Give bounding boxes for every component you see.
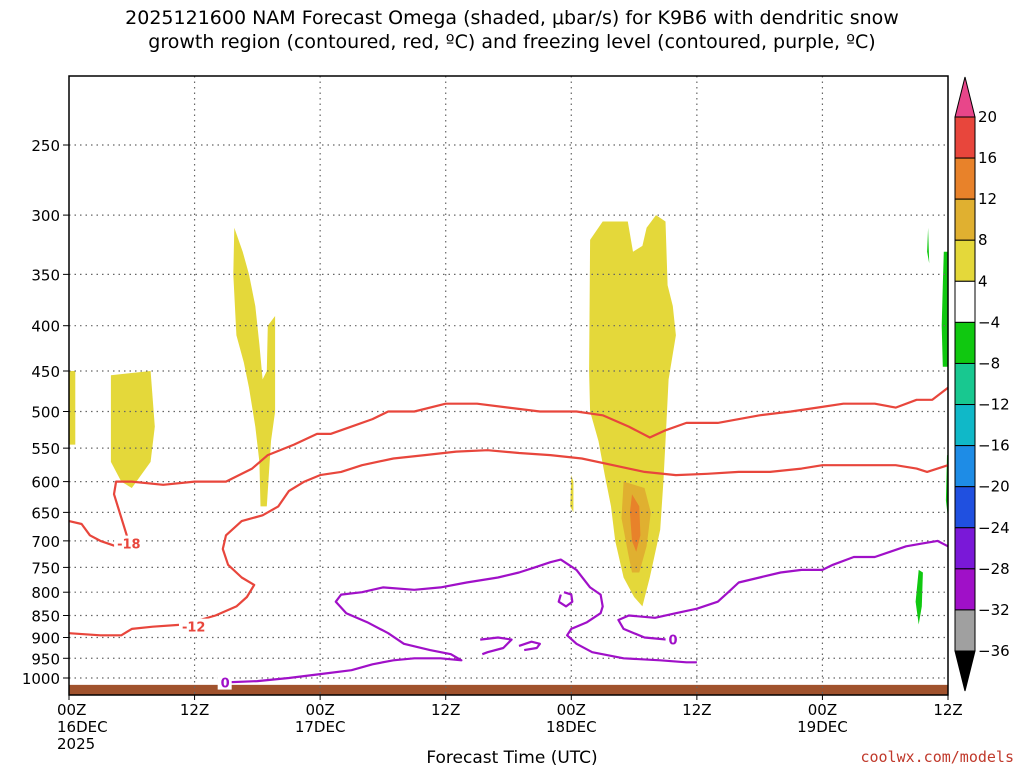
colorbar-box-12 [954,609,976,652]
contour-line-6 [557,591,574,608]
contour-line-4 [518,640,542,652]
colorbar-box-5 [954,321,976,364]
xtick-label-72-0: 00Z [808,701,837,719]
ytick-label-450: 450 [31,363,60,381]
contour-label-bg-0 [114,535,145,551]
colorbar-label-10: −24 [978,519,1010,537]
omega-region-0 [69,371,76,445]
ytick-label-950: 950 [31,650,60,668]
ytick-label-750: 750 [31,559,60,577]
colorbar-box-10 [954,527,976,570]
contours: -18 -12 0 0 [68,386,949,692]
xtick-label-0-1: 16DEC [57,718,108,736]
ground-layer [69,684,948,695]
colorbar: 20 16 12 8 4 −4 −8 −12 −16 −20 −24 −28 −32 −36 [954,76,1010,692]
omega-region-8 [941,251,948,367]
colorbar-label-4: 4 [978,272,988,290]
chart-title-line2: growth region (contoured, red, ºC) and f… [148,31,876,53]
xtick-label-60-0: 12Z [682,701,711,719]
colorbar-box-0 [954,116,976,159]
contour-label-3: 0 [669,634,678,649]
contour-label-bg-1 [178,618,209,634]
xtick-label-72-1: 19DEC [797,718,848,736]
colorbar-label-6: −8 [978,354,1000,372]
colorbar-label-13: −36 [978,642,1010,660]
colorbar-box-4 [954,280,976,323]
colorbar-label-8: −16 [978,437,1010,455]
ytick-label-400: 400 [31,318,60,336]
credit-link[interactable]: coolwx.com/models [860,748,1014,766]
contour-line-3 [617,539,949,641]
plot-frame [68,75,949,696]
xtick-label-0-2: 2025 [57,735,95,753]
colorbar-label-3: 8 [978,231,988,249]
xtick-label-0-0: 00Z [57,701,86,719]
x-axis-label: Forecast Time (UTC) [426,748,598,768]
ytick-label-800: 800 [31,584,60,602]
contour-label-1: -12 [182,621,206,636]
colorbar-label-0: 20 [978,108,997,126]
colorbar-box-7 [954,404,976,447]
contour-label-bg-3 [665,631,680,647]
omega-region-6 [629,494,641,552]
omega-region-4 [589,215,676,607]
colorbar-label-5: −4 [978,313,1000,331]
omega-region-7 [927,227,930,264]
contour-label-2: 0 [221,677,230,692]
xtick-label-24-1: 17DEC [295,718,346,736]
colorbar-box-8 [954,445,976,488]
contour-line-2 [219,558,697,684]
ytick-label-350: 350 [31,266,60,284]
grid [69,76,948,695]
colorbar-label-1: 16 [978,149,997,167]
omega-region-2 [233,227,276,507]
contour-line-1 [68,449,949,637]
contour-label-0: -18 [117,538,141,553]
ytick-label-650: 650 [31,504,60,522]
colorbar-box-3 [954,239,976,282]
colorbar-label-12: −32 [978,601,1010,619]
ytick-label-1000: 1000 [22,670,60,688]
xtick-label-48-0: 00Z [557,701,586,719]
ytick-label-300: 300 [31,207,60,225]
omega-shading [69,215,948,625]
xtick-label-36-0: 12Z [431,701,460,719]
colorbar-top-arrow [954,76,976,118]
omega-region-10 [915,569,923,625]
ytick-label-250: 250 [31,137,60,155]
y-axis: 250 300 350 400 450 500 550 600 650 700 750 800 850 9… [22,137,69,688]
xtick-label-48-1: 18DEC [546,718,597,736]
ytick-label-700: 700 [31,533,60,551]
xtick-label-12-0: 12Z [180,701,209,719]
colorbar-box-1 [954,157,976,200]
colorbar-label-9: −20 [978,478,1010,496]
omega-region-1 [110,371,155,488]
chart-title-line1: 2025121600 NAM Forecast Omega (shaded, μ… [125,7,899,29]
colorbar-box-9 [954,486,976,529]
contour-label-bg-2 [217,674,232,690]
colorbar-bottom-arrow [954,650,976,692]
colorbar-label-2: 12 [978,190,997,208]
omega-region-3 [570,475,574,513]
ytick-label-550: 550 [31,440,60,458]
contour-line-5 [480,636,513,656]
colorbar-label-7: −12 [978,396,1010,414]
colorbar-label-11: −28 [978,560,1010,578]
ytick-label-600: 600 [31,474,60,492]
ytick-label-500: 500 [31,404,60,422]
ytick-label-900: 900 [31,629,60,647]
colorbar-box-6 [954,362,976,406]
ground-fill [69,684,948,695]
colorbar-box-2 [954,198,976,241]
contour-line-0 [68,386,949,548]
xtick-label-84-0: 12Z [933,701,962,719]
colorbar-box-11 [954,568,976,611]
ytick-label-850: 850 [31,608,60,626]
xtick-label-24-0: 00Z [305,701,334,719]
